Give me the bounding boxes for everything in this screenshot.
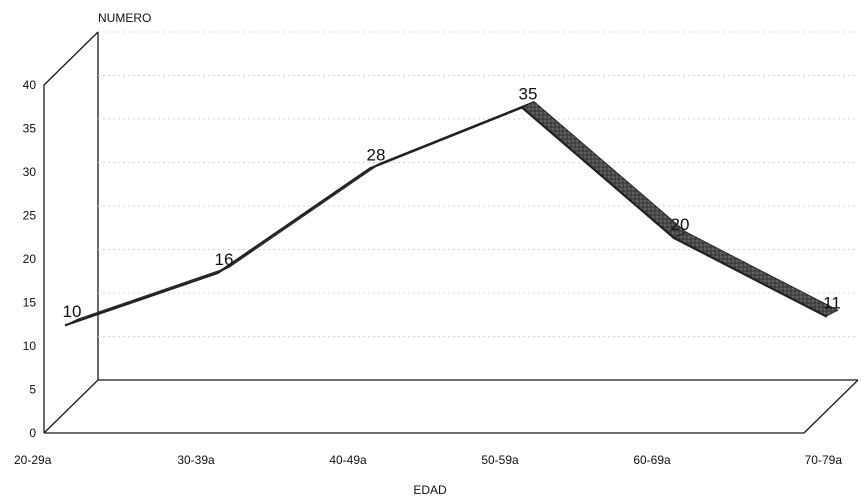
x-tick-label: 40-49a: [329, 453, 367, 467]
data-labels: 10 16 28 35 20 11: [63, 85, 841, 322]
data-label: 16: [215, 250, 234, 269]
x-tick-label: 60-69a: [633, 453, 671, 467]
y-axis-title: NUMERO: [98, 11, 151, 25]
data-label: 20: [671, 215, 690, 234]
y-tick-label: 25: [23, 209, 37, 223]
side-wall-top-edge: [43, 31, 99, 86]
side-wall-bottom-edge: [43, 379, 99, 434]
x-tick-label: 30-39a: [177, 453, 215, 467]
data-label: 28: [367, 145, 386, 164]
series-line: [65, 106, 827, 327]
x-axis-ticks: 20-29a 30-39a 40-49a 50-59a 60-69a 70-79a: [14, 453, 842, 467]
x-axis-title: EDAD: [413, 483, 447, 497]
line-segment-ribbon: [673, 231, 839, 317]
data-point: [64, 323, 68, 327]
y-tick-label: 30: [23, 165, 37, 179]
data-label: 11: [823, 293, 841, 312]
y-tick-label: 5: [29, 383, 36, 397]
x-tick-label: 20-29a: [14, 453, 52, 467]
x-tick-label: 50-59a: [481, 453, 519, 467]
gridlines: [98, 31, 858, 337]
y-tick-label: 40: [23, 78, 37, 92]
data-point: [368, 167, 372, 170]
y-tick-label: 15: [23, 296, 37, 310]
x-tick-label: 70-79a: [805, 453, 843, 467]
data-label: 10: [63, 302, 82, 321]
line-segment-ribbon: [521, 101, 687, 239]
y-axis-ticks: 0 5 10 15 20 25 30 35 40: [23, 78, 37, 440]
line-series: [64, 101, 839, 327]
y-tick-label: 20: [23, 252, 37, 266]
data-point: [824, 315, 828, 318]
data-label: 35: [519, 85, 538, 104]
y-tick-label: 10: [23, 339, 37, 353]
data-point: [672, 236, 676, 240]
chart-frame: [43, 31, 859, 434]
floor-right-edge: [803, 379, 859, 434]
data-point: [520, 106, 524, 109]
y-tick-label: 0: [29, 426, 36, 440]
data-point: [216, 271, 220, 274]
y-tick-label: 35: [23, 122, 37, 136]
